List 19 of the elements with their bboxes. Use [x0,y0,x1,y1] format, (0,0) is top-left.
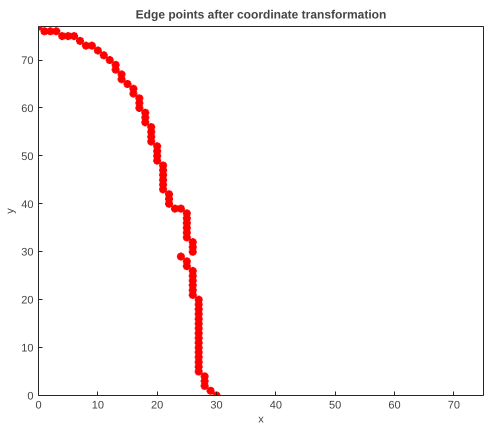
x-axis-title: x [258,414,264,426]
x-tick-label: 0 [35,400,42,412]
y-tick-label: 70 [21,55,34,68]
y-tick-label: 20 [21,294,34,307]
x-tick-label: 40 [270,400,282,412]
x-tick-label: 60 [388,400,401,412]
y-tick-label: 60 [21,102,34,115]
y-tick-label: 50 [21,150,34,163]
y-tick-label: 0 [27,390,34,402]
y-tick-label: 30 [21,246,34,259]
x-tick-label: 10 [92,400,104,412]
x-tick-label: 30 [210,400,223,412]
x-tick-label: 70 [448,400,460,412]
x-tick-label: 50 [329,400,342,412]
y-tick-label: 40 [21,198,34,211]
y-tick-label: 10 [21,342,34,355]
y-axis-title: y [4,208,16,214]
chart-title: Edge points after coordinate transformation [136,8,386,22]
x-tick-label: 20 [151,400,164,412]
